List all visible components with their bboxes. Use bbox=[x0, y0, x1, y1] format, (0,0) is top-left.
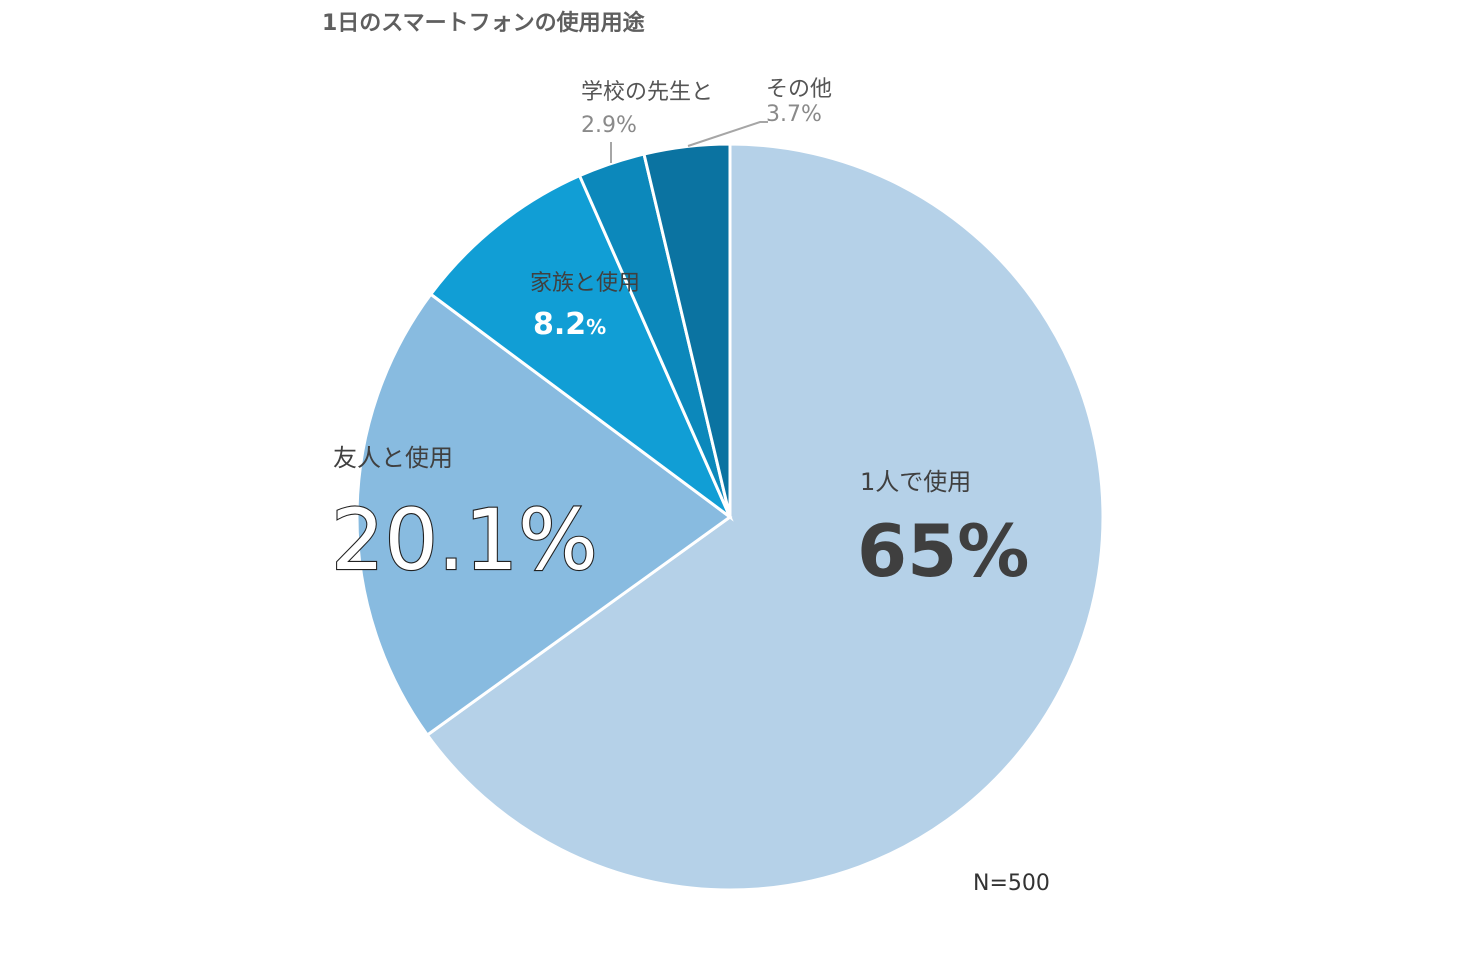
slice-value-other: 3.7% bbox=[766, 102, 822, 127]
slice-label-family: 家族と使用 bbox=[530, 271, 640, 296]
slice-value-other-number: 3.7 bbox=[766, 102, 801, 127]
slice-value-teacher-unit: % bbox=[616, 113, 637, 138]
chart-title: 1日のスマートフォンの使用用途 bbox=[322, 10, 646, 36]
slice-value-teacher: 2.9% bbox=[581, 113, 637, 138]
pie-slice-family bbox=[428, 173, 734, 522]
slice-label-teacher: 学校の先生と bbox=[581, 80, 713, 105]
slice-value-family-number: 8.2 bbox=[533, 307, 586, 342]
slice-value-teacher-number: 2.9 bbox=[581, 113, 616, 138]
leader-line-other bbox=[687, 121, 768, 147]
sample-size-note: N=500 bbox=[973, 871, 1050, 896]
slice-value-alone: 65% bbox=[857, 509, 1029, 593]
pie-slice-friends bbox=[355, 292, 733, 738]
slice-value-friends: 20.1% bbox=[331, 491, 598, 589]
slice-label-friends: 友人と使用 bbox=[333, 444, 453, 472]
slice-label-alone: 1人で使用 bbox=[860, 468, 971, 496]
slice-value-family: 8.2% bbox=[533, 307, 606, 342]
pie-slice-other bbox=[642, 142, 732, 518]
slice-value-family-unit: % bbox=[586, 315, 606, 339]
slice-value-other-unit: % bbox=[801, 102, 822, 127]
pie-slice-alone bbox=[425, 142, 1105, 892]
slice-value-friends-unit: % bbox=[518, 491, 598, 589]
slice-value-friends-number: 20.1 bbox=[331, 491, 518, 589]
slice-value-alone-unit: % bbox=[957, 509, 1029, 593]
pie-slices bbox=[355, 142, 1105, 892]
slice-value-alone-number: 65 bbox=[857, 509, 957, 593]
slice-label-other: その他 bbox=[766, 77, 832, 102]
